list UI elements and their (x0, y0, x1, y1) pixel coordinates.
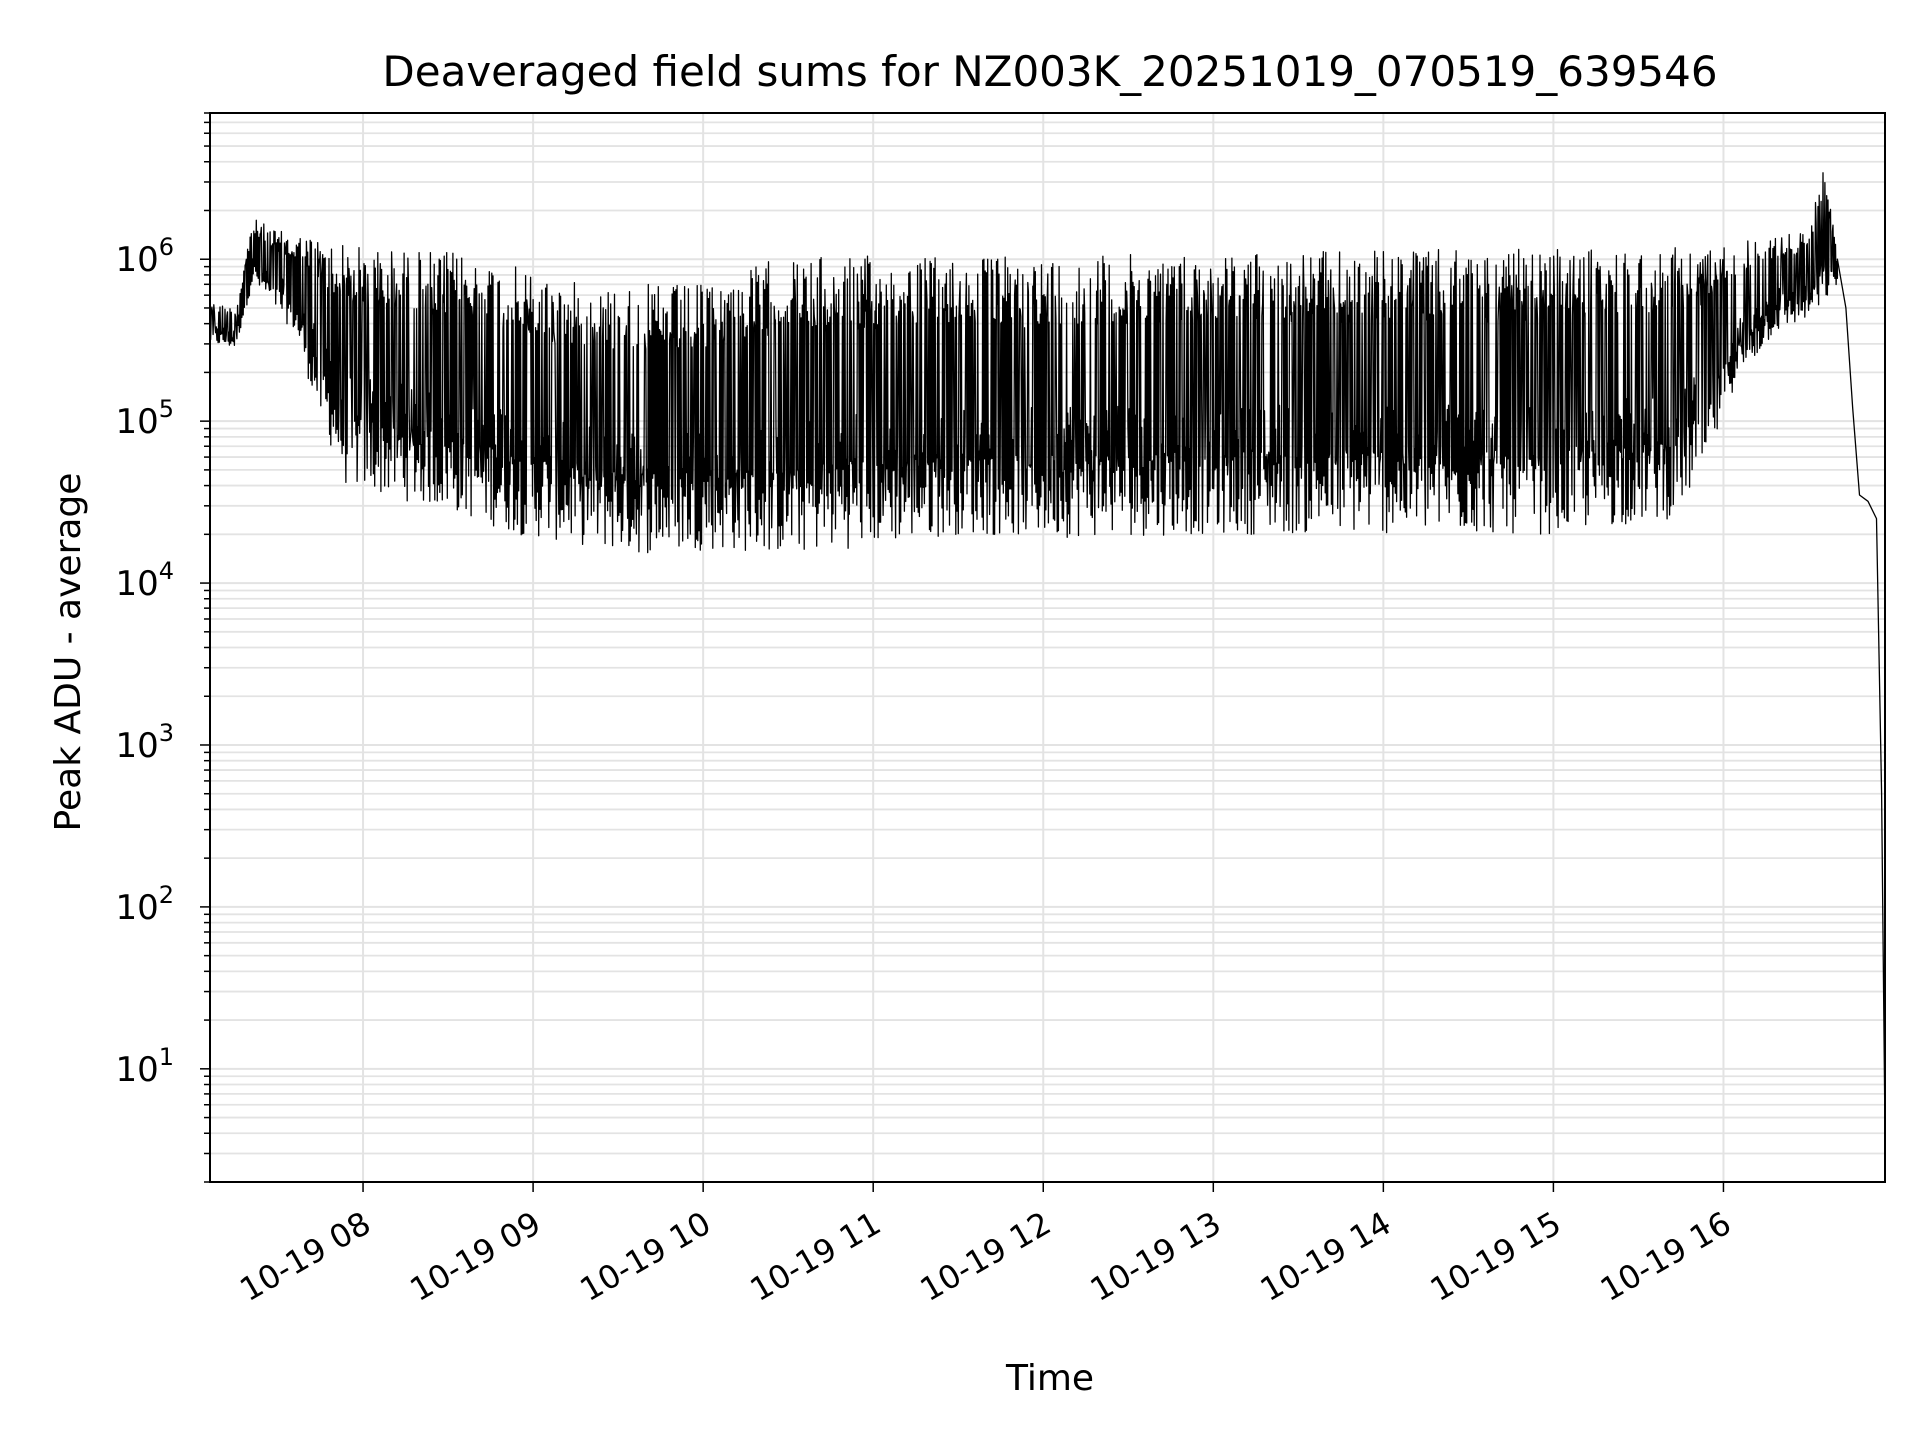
y-tick-label: 102 (115, 881, 174, 928)
chart-title: Deaveraged field sums for NZ003K_2025101… (382, 47, 1717, 96)
x-tick-label: 10-19 11 (744, 1204, 888, 1309)
x-tick-label: 10-19 10 (574, 1204, 718, 1309)
y-tick-label: 104 (115, 557, 174, 604)
y-tick-label: 103 (115, 719, 174, 766)
series-layer (209, 172, 1886, 1134)
x-tick-label: 10-19 13 (1084, 1204, 1228, 1309)
x-tick-label: 10-19 16 (1594, 1204, 1738, 1309)
x-axis-label: Time (1005, 1358, 1094, 1399)
x-tick-label: 10-19 09 (403, 1204, 547, 1309)
x-tick-label: 10-19 08 (233, 1204, 377, 1309)
y-tick-label: 105 (115, 395, 174, 442)
y-axis-label: Peak ADU - average (48, 473, 89, 832)
x-tick-label: 10-19 15 (1424, 1204, 1568, 1309)
x-tick-label: 10-19 14 (1254, 1204, 1398, 1309)
y-tick-label: 101 (115, 1043, 174, 1090)
x-tick-label: 10-19 12 (914, 1204, 1058, 1309)
series-line (209, 172, 1886, 1134)
y-tick-label: 106 (115, 233, 174, 280)
